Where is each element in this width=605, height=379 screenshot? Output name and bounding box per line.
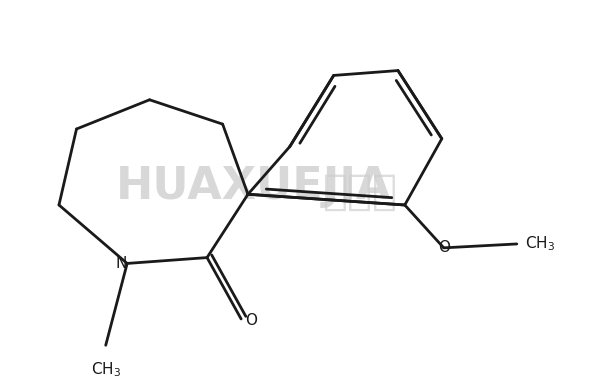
Text: 化学加: 化学加 <box>324 170 399 212</box>
Text: CH$_3$: CH$_3$ <box>525 235 555 253</box>
Text: N: N <box>116 256 127 271</box>
Text: CH$_3$: CH$_3$ <box>91 360 121 379</box>
Text: HUAXUEJIA: HUAXUEJIA <box>116 165 391 208</box>
Text: O: O <box>245 313 257 329</box>
Text: O: O <box>438 240 450 255</box>
